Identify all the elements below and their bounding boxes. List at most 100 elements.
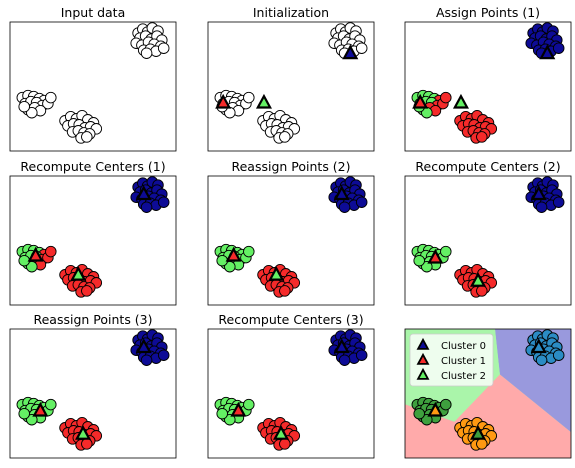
- center-marker-1: [230, 401, 247, 417]
- data-point: [140, 201, 153, 213]
- center-marker-0: [333, 185, 350, 201]
- data-point: [243, 245, 255, 258]
- data-point: [476, 131, 488, 143]
- data-point: [81, 438, 93, 450]
- data-point: [552, 196, 565, 208]
- data-point: [476, 438, 488, 450]
- data-point: [440, 245, 452, 258]
- data-point: [476, 285, 488, 297]
- data-point: [355, 349, 368, 361]
- panel-6: Recompute Centers (2): [404, 159, 572, 306]
- data-point: [243, 398, 255, 411]
- data-point: [535, 201, 548, 213]
- legend-label-1: Cluster 1: [441, 356, 486, 367]
- data-point: [279, 438, 291, 450]
- axes-frame: [404, 21, 572, 152]
- data-point: [552, 349, 565, 361]
- legend: Cluster 0 Cluster 1 Cluster 2: [409, 333, 494, 387]
- center-marker-0: [135, 338, 152, 354]
- center-marker-2: [268, 265, 285, 281]
- plot-area: [411, 176, 565, 298]
- legend-marker-1: [416, 352, 430, 365]
- center-marker-0: [539, 44, 556, 60]
- data-point: [18, 407, 30, 420]
- legend-marker-2: [416, 367, 430, 380]
- axes-frame: [404, 328, 572, 459]
- plot-area: [16, 329, 170, 451]
- legend-label-2: Cluster 2: [441, 371, 486, 382]
- panel-4: Recompute Centers (1): [9, 159, 177, 306]
- center-marker-1: [32, 401, 49, 417]
- center-marker-2: [255, 93, 272, 109]
- center-marker-0: [342, 44, 359, 60]
- panel-title: Recompute Centers (1): [20, 159, 165, 174]
- center-marker-0: [530, 338, 547, 354]
- center-marker-1: [27, 246, 44, 262]
- center-marker-1: [412, 93, 429, 109]
- panel-7: Reassign Points (3): [9, 312, 177, 459]
- data-point: [535, 354, 548, 366]
- data-point: [140, 47, 153, 59]
- center-marker-0: [135, 185, 152, 201]
- panel-1: Input data: [9, 5, 177, 152]
- panel-2: Initialization: [207, 5, 375, 152]
- data-point: [18, 100, 30, 113]
- panel-title: Assign Points (1): [436, 5, 540, 20]
- legend-marker-0: [416, 337, 430, 350]
- center-marker-1: [427, 248, 444, 264]
- center-marker-1: [427, 401, 444, 417]
- center-marker-0: [530, 185, 547, 201]
- data-point: [421, 413, 433, 426]
- data-point: [81, 285, 93, 297]
- data-point: [552, 42, 565, 54]
- data-point: [18, 254, 30, 267]
- panel-title: Input data: [61, 5, 126, 20]
- panel-9: Cluster 0 Cluster 1 Cluster 2: [404, 328, 572, 459]
- plot-area: [214, 329, 368, 451]
- center-marker-1: [215, 93, 232, 109]
- panel-title: Recompute Centers (2): [415, 159, 560, 174]
- data-point: [413, 254, 425, 267]
- data-point: [279, 131, 291, 143]
- data-point: [81, 131, 93, 143]
- data-point: [338, 354, 351, 366]
- axes-frame: [207, 328, 375, 459]
- data-point: [26, 106, 38, 119]
- data-point: [216, 254, 228, 267]
- data-point: [338, 201, 351, 213]
- data-point: [45, 91, 57, 104]
- data-point: [45, 398, 57, 411]
- region-cluster-1: [405, 374, 571, 458]
- data-point: [224, 413, 236, 426]
- center-marker-2: [75, 425, 92, 440]
- plot-area: [214, 176, 368, 298]
- data-point: [421, 260, 433, 273]
- axes-frame: [404, 175, 572, 306]
- data-point: [157, 42, 170, 54]
- axes-frame: [207, 21, 375, 152]
- data-point: [157, 349, 170, 361]
- center-marker-0: [333, 338, 350, 354]
- panel-5: Reassign Points (2): [207, 159, 375, 306]
- data-point: [355, 196, 368, 208]
- panel-title: Initialization: [253, 5, 329, 20]
- panel-title: Recompute Centers (3): [218, 312, 363, 327]
- axes-frame: [9, 175, 177, 306]
- data-point: [45, 245, 57, 258]
- center-marker-2: [470, 272, 487, 287]
- center-marker-2: [470, 425, 487, 440]
- center-marker-2: [70, 265, 87, 281]
- center-marker-1: [225, 246, 242, 262]
- data-point: [413, 407, 425, 420]
- data-point: [355, 42, 368, 54]
- plot-area: [16, 176, 170, 298]
- center-marker-2: [273, 425, 290, 440]
- data-point: [440, 91, 452, 104]
- data-point: [440, 398, 452, 411]
- data-point: [279, 285, 291, 297]
- data-point: [26, 413, 38, 426]
- axes-frame: [207, 175, 375, 306]
- panel-8: Recompute Centers (3): [207, 312, 375, 459]
- legend-label-0: Cluster 0: [441, 341, 486, 352]
